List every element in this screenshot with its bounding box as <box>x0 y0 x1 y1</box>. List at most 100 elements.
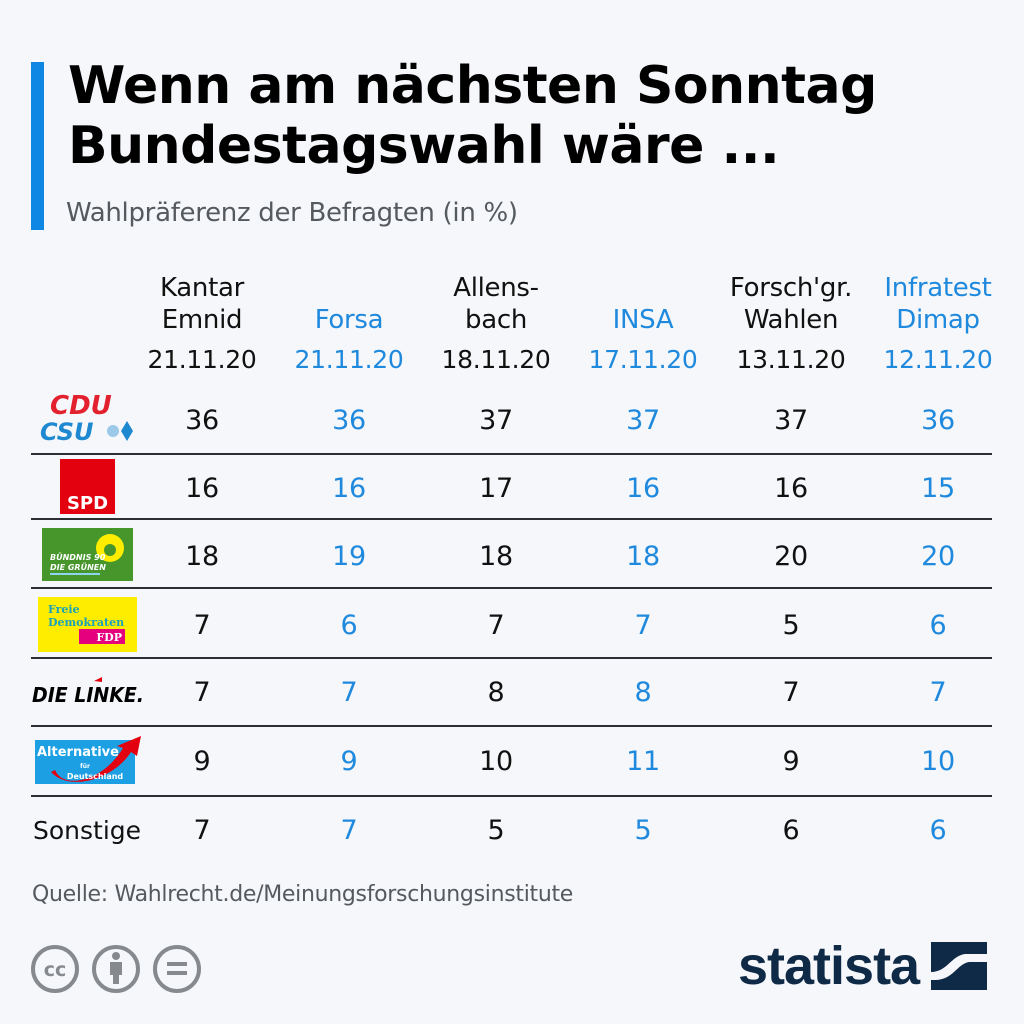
linke-red-mark <box>94 677 102 682</box>
column-header: Forsa <box>274 272 424 336</box>
csu-lion-icon <box>107 425 119 437</box>
table-cell: 5 <box>487 815 505 846</box>
table-cell: 20 <box>774 541 808 572</box>
table-cell: 17 <box>479 473 513 504</box>
table-cell: 9 <box>193 746 211 777</box>
fdp-text-2: Demokraten <box>48 616 124 629</box>
afd-logo: Alternative für Deutschland <box>33 734 145 786</box>
column-date: 17.11.20 <box>588 345 698 374</box>
afd-text-3: Deutschland <box>67 772 124 781</box>
column-header-name: Allens- bach <box>453 273 539 335</box>
table-cell: 37 <box>479 405 513 436</box>
subtitle: Wahlpräferenz der Befragten (in %) <box>66 198 518 228</box>
row-divider <box>31 587 992 589</box>
column-date: 21.11.20 <box>147 345 257 374</box>
statista-logo[interactable]: statista <box>738 936 988 996</box>
cc-icon[interactable]: cc <box>30 944 80 994</box>
table-cell: 6 <box>782 815 800 846</box>
table-cell: 9 <box>782 746 800 777</box>
table-cell: 9 <box>340 746 358 777</box>
table-cell: 8 <box>634 677 652 708</box>
table-cell: 7 <box>193 610 211 641</box>
fdp-text-3: FDP <box>96 631 122 644</box>
table-cell: 16 <box>332 473 366 504</box>
table-cell: 6 <box>929 610 947 641</box>
column-date: 12.11.20 <box>883 345 993 374</box>
column-date: 21.11.20 <box>294 345 404 374</box>
cdu-text: CDU <box>50 391 112 421</box>
column-header-name: Forsch'gr. Wahlen <box>729 273 853 335</box>
table-cell: 7 <box>782 677 800 708</box>
gruene-text-2: DIE GRÜNEN <box>50 562 106 572</box>
table-cell: 36 <box>921 405 955 436</box>
fdp-text-1: Freie <box>48 603 80 616</box>
table-cell: 5 <box>782 610 800 641</box>
table-cell: 7 <box>929 677 947 708</box>
table-cell: 8 <box>487 677 505 708</box>
afd-arrow-icon <box>51 736 141 782</box>
column-header-name: Kantar Emnid <box>159 273 245 335</box>
title-line-2: Bundestagswahl wäre ... <box>68 116 780 176</box>
column-header-name: Forsa <box>314 305 384 335</box>
table-cell: 36 <box>185 405 219 436</box>
column-header: Kantar Emnid <box>127 272 277 336</box>
column-date: 18.11.20 <box>441 345 551 374</box>
spd-logo: SPD <box>60 459 115 514</box>
column-header: INSA <box>568 272 718 336</box>
column-header-name: Infratest Dimap <box>884 273 992 335</box>
afd-text-2: für <box>80 763 90 770</box>
table-cell: 36 <box>332 405 366 436</box>
source-text: Quelle: Wahlrecht.de/Meinungsforschungsi… <box>32 882 574 907</box>
afd-text-1: Alternative <box>37 745 119 760</box>
no-derivatives-icon[interactable] <box>152 944 202 994</box>
statista-wordmark: statista <box>738 936 920 996</box>
table-cell: 19 <box>332 541 366 572</box>
csu-diamond-icon <box>121 421 133 441</box>
table-cell: 20 <box>921 541 955 572</box>
linke-logo: DIE LINKE. <box>30 676 148 710</box>
license-icons: cc <box>30 944 202 994</box>
table-cell: 10 <box>921 746 955 777</box>
table-cell: 18 <box>185 541 219 572</box>
gruene-text-1: BÜNDNIS 90 <box>50 552 106 562</box>
column-date: 13.11.20 <box>736 345 846 374</box>
accent-bar <box>31 62 44 230</box>
table-cell: 7 <box>193 677 211 708</box>
table-cell: 7 <box>340 815 358 846</box>
table-cell: 15 <box>921 473 955 504</box>
table-cell: 37 <box>626 405 660 436</box>
row-divider <box>31 453 992 455</box>
row-divider <box>31 518 992 520</box>
column-header: Infratest Dimap <box>863 272 1013 336</box>
table-cell: 7 <box>487 610 505 641</box>
spd-text: SPD <box>67 493 108 514</box>
table-cell: 16 <box>185 473 219 504</box>
attribution-icon[interactable] <box>91 944 141 994</box>
row-divider <box>31 657 992 659</box>
table-cell: 5 <box>634 815 652 846</box>
page-title: Wenn am nächsten Sonntag Bundestagswahl … <box>68 56 877 176</box>
column-header-name: INSA <box>612 305 674 335</box>
title-line-1: Wenn am nächsten Sonntag <box>68 56 877 116</box>
table-cell: 7 <box>193 815 211 846</box>
statista-mark-icon <box>931 942 988 990</box>
table-cell: 10 <box>479 746 513 777</box>
sunflower-icon <box>96 534 124 562</box>
table-cell: 18 <box>479 541 513 572</box>
table-cell: 11 <box>626 746 660 777</box>
table-cell: 16 <box>774 473 808 504</box>
table-cell: 7 <box>634 610 652 641</box>
svg-text:cc: cc <box>44 959 67 981</box>
table-cell: 18 <box>626 541 660 572</box>
fdp-logo: Freie Demokraten FDP <box>38 597 137 652</box>
gruene-logo: BÜNDNIS 90 DIE GRÜNEN <box>42 528 133 581</box>
linke-text: DIE LINKE. <box>32 683 144 707</box>
table-cell: 7 <box>340 677 358 708</box>
cdu-csu-logo: CDU CSU <box>40 390 135 446</box>
sonstige-label: Sonstige <box>33 816 142 845</box>
column-header: Forsch'gr. Wahlen <box>716 272 866 336</box>
table-cell: 6 <box>929 815 947 846</box>
table-cell: 16 <box>626 473 660 504</box>
row-divider <box>31 725 992 727</box>
column-header: Allens- bach <box>421 272 571 336</box>
